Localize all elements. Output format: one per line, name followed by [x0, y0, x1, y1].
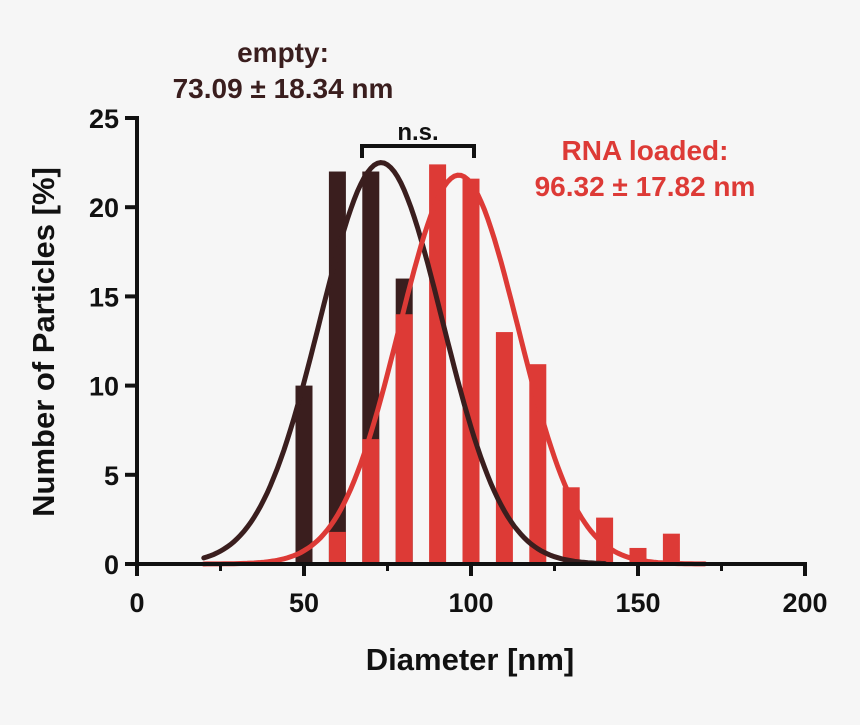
y-tick-label: 5 — [104, 461, 119, 491]
empty-annotation-value: 73.09 ± 18.34 nm — [173, 73, 394, 104]
significance-bracket — [360, 144, 476, 158]
empty-fit-curve — [201, 160, 608, 566]
x-tick-label: 100 — [448, 588, 493, 618]
y-tick-label: 10 — [89, 372, 119, 402]
x-tick-label: 200 — [782, 588, 827, 618]
rna-loaded-bar — [662, 533, 680, 564]
y-tick-label: 0 — [104, 550, 119, 580]
rna-annotation-value: 96.32 ± 17.82 nm — [535, 171, 756, 202]
x-tick-label: 50 — [289, 588, 319, 618]
y-tick-label: 15 — [89, 282, 119, 312]
rna-loaded-bar — [462, 178, 480, 564]
rna-loaded-bars — [328, 164, 680, 564]
rna-loaded-bar — [429, 164, 447, 564]
x-axis-title: Diameter [nm] — [366, 642, 574, 677]
empty-annotation-title: empty: — [237, 37, 329, 68]
rna-annotation-title: RNA loaded: — [562, 135, 729, 166]
rna-loaded-fit-curve — [201, 172, 708, 567]
rna-loaded-bar — [362, 439, 380, 564]
empty-bars — [295, 171, 413, 564]
rna-loaded-bar — [596, 517, 614, 564]
axes: 0 50 100 150 200 0 5 10 15 20 25 — [89, 104, 828, 618]
x-tick-label: 0 — [129, 588, 144, 618]
gaussian-fits — [201, 160, 708, 567]
rna-loaded-bar — [328, 531, 346, 564]
y-axis-title: Number of Particles [%] — [26, 167, 61, 517]
rna-loaded-bar — [495, 332, 513, 564]
y-tick-label: 20 — [89, 193, 119, 223]
significance-label: n.s. — [397, 119, 438, 146]
empty-bar — [295, 385, 313, 564]
rna-loaded-bar — [395, 314, 413, 564]
y-tick-label: 25 — [89, 104, 119, 134]
x-tick-label: 150 — [615, 588, 660, 618]
